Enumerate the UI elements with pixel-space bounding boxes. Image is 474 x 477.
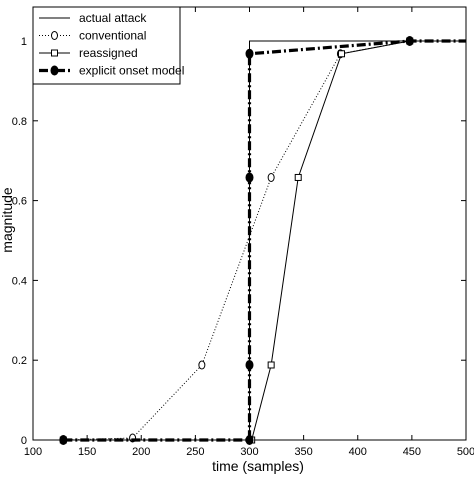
series-line-actual-attack: [63, 40, 466, 441]
data-point-reassigned: [338, 50, 346, 58]
y-tick-label: 0.6: [12, 196, 27, 208]
series-line-reassigned: [63, 40, 466, 441]
axis-ticks: 100 150 200 250 300 350 400 450 500 0 0.2 0.4 0.6 0.8…: [12, 7, 474, 458]
x-tick-label: 400: [349, 446, 367, 458]
legend-label-reassigned: reassigned: [79, 46, 138, 60]
data-point-explicit-onset-model: [59, 435, 68, 445]
y-tick-label: 1: [21, 36, 27, 48]
legend-marker-explicit-onset-model: [50, 65, 59, 76]
y-tick-label: 0.2: [12, 355, 27, 367]
legend-label-actual-attack: actual attack: [79, 11, 147, 25]
y-tick-label: 0: [21, 435, 27, 447]
data-point-explicit-onset-model: [245, 48, 254, 59]
data-point-conventional: [267, 172, 275, 182]
legend-label-conventional: conventional: [79, 29, 146, 43]
legend: actual attack conventional reassigned expli…: [32, 6, 184, 85]
x-tick-label: 450: [403, 446, 421, 458]
x-tick-label: 200: [132, 446, 150, 458]
y-tick-label: 0.4: [12, 275, 27, 287]
data-point-reassigned: [267, 361, 275, 369]
data-point-conventional: [198, 360, 206, 370]
data-point-reassigned: [294, 173, 302, 181]
x-tick-label: 250: [186, 446, 204, 458]
y-axis-label: magnitude: [0, 187, 15, 253]
data-point-explicit-onset-model: [405, 36, 414, 46]
x-tick-label: 500: [457, 446, 474, 458]
legend-marker-conventional: [51, 31, 58, 40]
series-line-explicit-onset-model: [63, 39, 466, 442]
legend-label-explicit-onset-model: explicit onset model: [79, 64, 184, 78]
x-tick-label: 100: [24, 446, 42, 458]
data-point-explicit-onset-model: [245, 359, 254, 370]
x-tick-label: 150: [78, 446, 96, 458]
data-point-explicit-onset-model: [245, 172, 254, 183]
x-tick-label: 300: [240, 446, 258, 458]
y-tick-label: 0.8: [12, 116, 27, 128]
legend-marker-reassigned: [51, 49, 58, 57]
series-line-conventional: [63, 40, 466, 441]
x-tick-label: 350: [294, 446, 312, 458]
x-axis-label: time (samples): [212, 458, 304, 474]
